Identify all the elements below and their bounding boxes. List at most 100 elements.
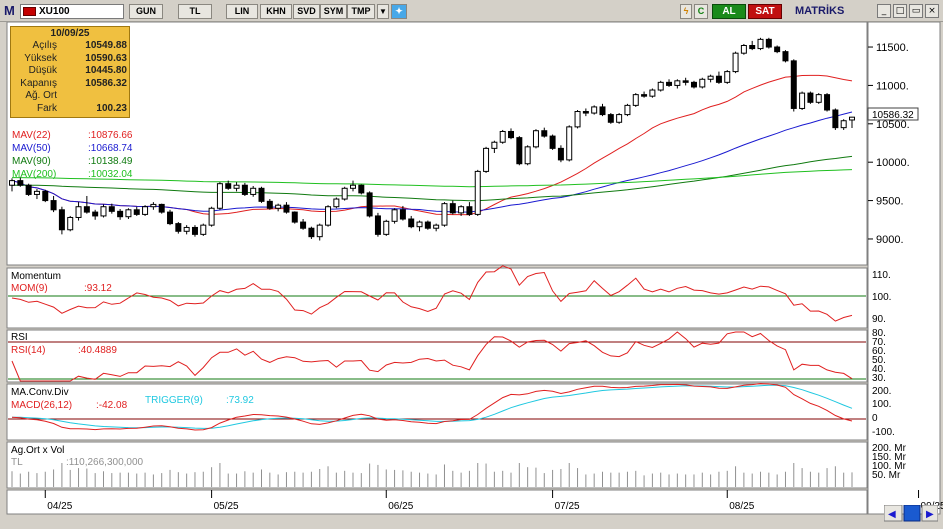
candle-body <box>624 104 631 116</box>
candle-body <box>632 94 639 106</box>
candle-body <box>707 75 714 80</box>
candle-body <box>433 224 440 229</box>
candle-body <box>325 206 332 226</box>
candle-body <box>349 184 356 189</box>
candle-body <box>291 211 298 223</box>
info-row: Yüksek 10590.63 <box>11 53 129 66</box>
candle-body <box>266 200 273 209</box>
candle-body <box>807 92 814 103</box>
symbol-button[interactable]: SYM <box>320 4 347 19</box>
macd-title: MA.Conv.Div <box>11 387 69 398</box>
price-panel <box>6 22 868 266</box>
date-axis <box>6 489 868 515</box>
candle-body <box>657 81 664 91</box>
candle-body <box>158 203 165 213</box>
linear-scale-button[interactable]: LIN <box>226 4 258 19</box>
candle-body <box>241 184 248 195</box>
candle-body <box>408 218 415 228</box>
currency-button[interactable]: TL <box>178 4 212 19</box>
candle-body <box>308 227 315 238</box>
momentum-tick-100: 100. <box>872 292 891 303</box>
ohlc-info-box: 10/09/25 Açılış 10549.88 Yüksek 10590.63 D… <box>10 26 130 118</box>
template-button[interactable]: TMP <box>347 4 375 19</box>
candle-body <box>549 135 556 149</box>
candle-body <box>117 210 124 218</box>
candle-body <box>790 60 797 109</box>
date-label: 04/25 <box>47 501 72 512</box>
candle-body <box>832 109 839 129</box>
macd-label: MACD(26,12) <box>11 400 72 411</box>
symbol-selector[interactable]: XU100 <box>20 4 124 19</box>
candle-body <box>366 192 373 217</box>
twitter-icon[interactable]: ✦ <box>391 4 407 19</box>
volume-bars <box>11 463 853 487</box>
maximize-icon[interactable]: □ <box>893 4 907 18</box>
rsi-tick-70: 70. <box>872 337 886 348</box>
rsi-value: :40.4889 <box>78 345 117 356</box>
candle-body <box>399 209 406 220</box>
mav22-label: MAV(22) <box>12 130 51 141</box>
mav50-label: MAV(50) <box>12 143 51 154</box>
minimize-icon[interactable]: _ <box>877 4 891 18</box>
info-label: Ağ. Ort <box>25 90 57 101</box>
candle-body <box>92 211 99 217</box>
candle-body <box>416 221 423 228</box>
candle-body <box>133 209 140 215</box>
restore-icon[interactable]: ▭ <box>909 4 923 18</box>
candle-body <box>641 94 648 97</box>
info-label: Düşük <box>28 65 57 76</box>
svd-button[interactable]: SVD <box>293 4 320 19</box>
scroll-left-glyph: ◀ <box>888 509 896 520</box>
rsi-tick-50: 50. <box>872 355 886 366</box>
mav200-label: MAV(200) <box>12 169 56 180</box>
candle-body <box>599 106 606 116</box>
candle-body <box>557 147 564 161</box>
khn-button[interactable]: KHN <box>260 4 292 19</box>
lightning-icon[interactable]: ϟ <box>680 4 692 19</box>
info-value: 10549.88 <box>85 40 127 51</box>
info-row: Düşük 10445.80 <box>11 65 129 78</box>
trigger-line <box>11 384 853 429</box>
candle-body <box>300 221 307 229</box>
candle-body <box>499 130 506 143</box>
date-label: 05/25 <box>214 501 239 512</box>
sell-button[interactable]: SAT <box>748 4 782 19</box>
scroll-right-glyph: ▶ <box>926 509 934 520</box>
candle-body <box>58 209 65 231</box>
price-tick-label: 9000. <box>876 234 904 246</box>
dropdown-arrow-icon[interactable]: ▼ <box>377 4 389 19</box>
candle-body <box>108 206 115 212</box>
candle-body <box>449 203 456 214</box>
volume-panel <box>6 441 868 489</box>
scroll-right-icon[interactable] <box>921 505 938 522</box>
candle-body <box>42 190 49 202</box>
info-value: 10590.63 <box>85 52 127 64</box>
candle-body <box>75 206 82 218</box>
info-date: 10/09/25 <box>50 28 90 39</box>
value-axis <box>867 22 941 515</box>
info-value: 10445.80 <box>85 65 127 76</box>
volume-tick-150: 150. Mr <box>872 452 907 463</box>
candle-body <box>674 80 681 86</box>
last-price-label: 10586.32 <box>872 110 914 121</box>
candle-body <box>524 146 531 165</box>
price-tick-label: 10000. <box>876 157 910 169</box>
candle-body <box>765 38 772 48</box>
candle-body <box>574 111 581 128</box>
refresh-icon[interactable]: C <box>694 4 708 19</box>
rsi-title: RSI <box>11 332 28 343</box>
zoom-icon[interactable] <box>903 505 921 522</box>
candle-body <box>666 81 673 86</box>
candle-body <box>283 204 290 213</box>
candle-body <box>17 180 24 186</box>
momentum-value: :93.12 <box>84 283 112 294</box>
scroll-left-icon[interactable] <box>884 505 903 522</box>
close-icon[interactable]: × <box>925 4 939 18</box>
period-button[interactable]: GUN <box>129 4 163 19</box>
info-label: Açılış <box>32 40 57 51</box>
chart-area: 11500. 11000. 10500. 10000. 9500. 9000. MAV(2… <box>6 22 943 515</box>
candle-body <box>358 184 365 194</box>
volume-tick-50: 50. Mr <box>872 470 901 481</box>
buy-button[interactable]: AL <box>712 4 746 19</box>
